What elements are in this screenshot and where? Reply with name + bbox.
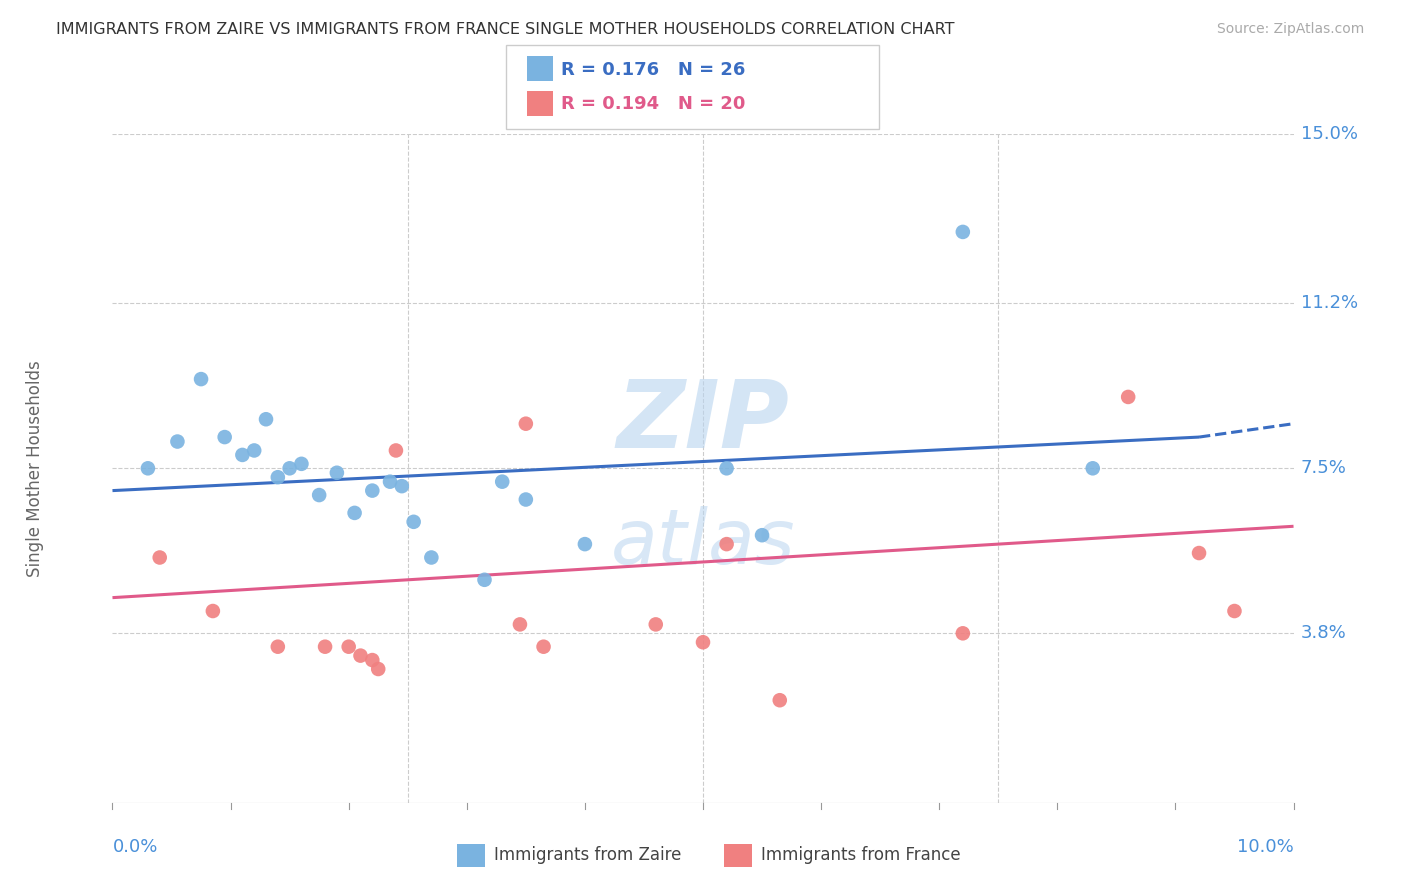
Point — [267, 640, 290, 654]
Point — [385, 443, 408, 458]
Point — [149, 550, 172, 565]
Text: R = 0.176   N = 26: R = 0.176 N = 26 — [561, 62, 745, 79]
Point — [515, 417, 537, 431]
Point — [644, 617, 666, 632]
Point — [952, 225, 974, 239]
Text: IMMIGRANTS FROM ZAIRE VS IMMIGRANTS FROM FRANCE SINGLE MOTHER HOUSEHOLDS CORRELA: IMMIGRANTS FROM ZAIRE VS IMMIGRANTS FROM… — [56, 22, 955, 37]
Point — [574, 537, 596, 551]
Point — [716, 537, 738, 551]
Point — [314, 640, 336, 654]
Point — [402, 515, 425, 529]
Point — [952, 626, 974, 640]
Text: 7.5%: 7.5% — [1301, 459, 1347, 477]
Point — [349, 648, 371, 663]
Point — [378, 475, 401, 489]
Point — [136, 461, 159, 475]
Text: 0.0%: 0.0% — [112, 838, 157, 856]
Point — [515, 492, 537, 507]
Point — [214, 430, 236, 444]
Point — [254, 412, 277, 426]
Point — [716, 461, 738, 475]
Point — [367, 662, 389, 676]
Point — [420, 550, 443, 565]
Text: Immigrants from France: Immigrants from France — [761, 847, 960, 864]
Point — [391, 479, 413, 493]
Point — [692, 635, 714, 649]
Point — [491, 475, 513, 489]
Text: Immigrants from Zaire: Immigrants from Zaire — [494, 847, 681, 864]
Point — [243, 443, 266, 458]
Point — [751, 528, 773, 542]
Point — [1223, 604, 1246, 618]
Text: Source: ZipAtlas.com: Source: ZipAtlas.com — [1216, 22, 1364, 37]
Point — [1188, 546, 1211, 560]
Text: 11.2%: 11.2% — [1301, 294, 1358, 312]
Point — [326, 466, 349, 480]
Point — [166, 434, 188, 449]
Point — [337, 640, 360, 654]
Point — [308, 488, 330, 502]
Text: ZIP: ZIP — [617, 376, 789, 468]
Point — [343, 506, 366, 520]
Point — [231, 448, 253, 462]
Text: Single Mother Households: Single Mother Households — [27, 360, 44, 576]
Text: 3.8%: 3.8% — [1301, 624, 1347, 642]
Point — [1116, 390, 1139, 404]
Text: atlas: atlas — [610, 506, 796, 580]
Point — [509, 617, 531, 632]
Text: 15.0%: 15.0% — [1301, 125, 1358, 143]
Text: R = 0.194   N = 20: R = 0.194 N = 20 — [561, 95, 745, 112]
Point — [769, 693, 792, 707]
Point — [201, 604, 224, 618]
Text: 10.0%: 10.0% — [1237, 838, 1294, 856]
Point — [361, 483, 384, 498]
Point — [278, 461, 301, 475]
Point — [190, 372, 212, 386]
Point — [267, 470, 290, 484]
Point — [533, 640, 555, 654]
Point — [361, 653, 384, 667]
Point — [290, 457, 312, 471]
Point — [1081, 461, 1104, 475]
Point — [474, 573, 496, 587]
